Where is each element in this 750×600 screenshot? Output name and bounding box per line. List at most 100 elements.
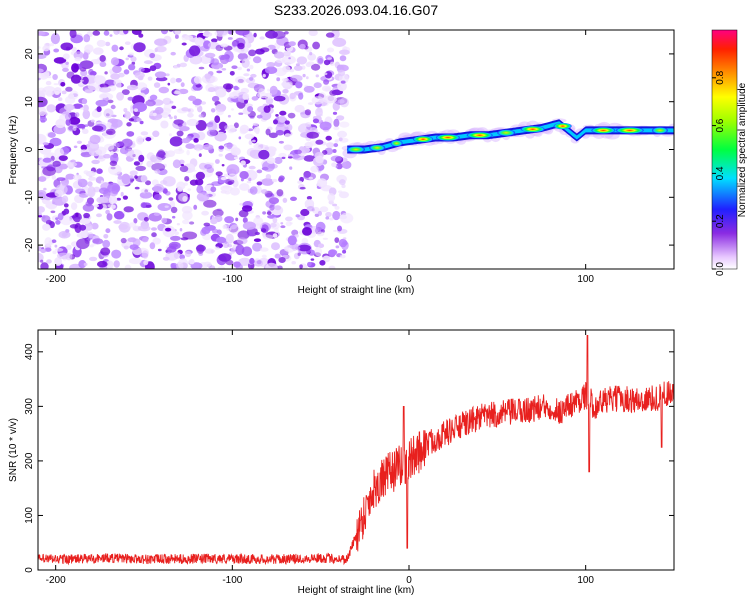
noise-speck — [198, 30, 203, 33]
noise-speck — [214, 246, 220, 250]
noise-speck — [195, 171, 205, 180]
noise-speck — [231, 65, 238, 69]
noise-speck — [187, 112, 194, 118]
noise-speck — [58, 155, 68, 162]
noise-speck — [204, 73, 211, 80]
snr-x-tick-label: 100 — [577, 575, 594, 586]
noise-speck — [229, 71, 235, 76]
noise-speck — [73, 51, 84, 60]
noise-speck — [210, 186, 217, 193]
noise-speck — [157, 149, 166, 159]
noise-speck — [297, 180, 303, 184]
colorbar-tick-label: 0.4 — [715, 166, 726, 180]
noise-speck — [259, 247, 269, 252]
noise-speck — [113, 30, 120, 35]
noise-speck — [68, 93, 75, 99]
noise-speck — [194, 37, 205, 47]
noise-speck — [188, 95, 197, 101]
noise-speck — [165, 227, 172, 232]
noise-speck — [252, 122, 259, 127]
noise-speck — [44, 247, 52, 252]
noise-speck — [88, 68, 94, 76]
noise-speck — [119, 147, 129, 155]
noise-speck — [38, 77, 41, 81]
noise-speck — [89, 134, 101, 145]
noise-speck — [74, 222, 82, 234]
noise-speck — [110, 57, 120, 66]
noise-speck — [319, 121, 332, 131]
noise-speck — [237, 66, 242, 71]
noise-speck — [54, 90, 60, 95]
snr-y-tick-label: 400 — [24, 343, 35, 360]
noise-speck — [69, 30, 77, 39]
noise-speck — [42, 142, 49, 146]
noise-speck — [268, 197, 280, 205]
noise-speck — [87, 181, 93, 187]
noise-speck — [176, 223, 180, 226]
noise-speck — [310, 258, 315, 261]
noise-speck — [276, 189, 284, 197]
noise-speck — [77, 123, 86, 129]
noise-speck — [325, 135, 332, 141]
noise-speck — [54, 148, 65, 157]
noise-speck — [329, 217, 334, 221]
noise-speck — [225, 84, 232, 93]
noise-speck — [339, 121, 350, 128]
noise-speck — [126, 131, 135, 137]
noise-speck — [215, 171, 223, 177]
noise-speck — [218, 145, 225, 150]
noise-speck — [223, 50, 234, 63]
noise-speck — [176, 130, 184, 137]
noise-speck — [343, 237, 347, 240]
noise-speck — [238, 136, 242, 140]
noise-speck — [173, 148, 185, 154]
noise-speck — [92, 125, 104, 132]
noise-speck — [116, 92, 124, 101]
noise-speck — [40, 259, 44, 263]
noise-speck — [222, 224, 227, 230]
noise-speck — [241, 58, 250, 69]
noise-speck — [259, 36, 265, 40]
noise-speck — [307, 102, 314, 105]
noise-speck — [304, 141, 313, 149]
noise-speck — [134, 72, 145, 79]
noise-speck — [317, 57, 324, 64]
noise-speck — [54, 189, 64, 197]
noise-speck — [274, 227, 279, 234]
noise-speck — [151, 232, 157, 238]
noise-speck — [334, 205, 340, 210]
noise-speck — [149, 242, 156, 250]
noise-speck — [38, 133, 46, 144]
noise-speck — [99, 61, 107, 67]
noise-speck — [314, 246, 322, 257]
noise-speck — [140, 131, 149, 136]
noise-speck — [280, 81, 293, 87]
noise-speck — [139, 120, 144, 125]
ridge-peak — [413, 136, 434, 143]
noise-speck — [272, 217, 278, 224]
noise-speck — [341, 162, 347, 167]
noise-speck — [250, 172, 254, 178]
noise-speck — [297, 252, 301, 256]
noise-speck — [256, 169, 263, 174]
noise-speck — [52, 160, 61, 167]
noise-speck — [227, 181, 233, 185]
noise-speck — [214, 30, 228, 37]
ridge-core — [347, 121, 674, 152]
noise-speck — [210, 108, 216, 113]
noise-speck — [53, 48, 60, 53]
noise-speck — [149, 52, 156, 59]
noise-speck — [141, 250, 149, 259]
noise-speck — [42, 166, 56, 177]
noise-speck — [65, 252, 73, 261]
noise-speck — [173, 65, 178, 69]
noise-speck — [203, 199, 217, 208]
noise-speck — [295, 81, 303, 89]
noise-speck — [109, 160, 118, 166]
noise-speck — [151, 227, 157, 231]
noise-speck — [276, 77, 281, 82]
noise-speck — [103, 234, 109, 239]
noise-speck — [98, 49, 102, 52]
noise-speck — [93, 204, 99, 208]
